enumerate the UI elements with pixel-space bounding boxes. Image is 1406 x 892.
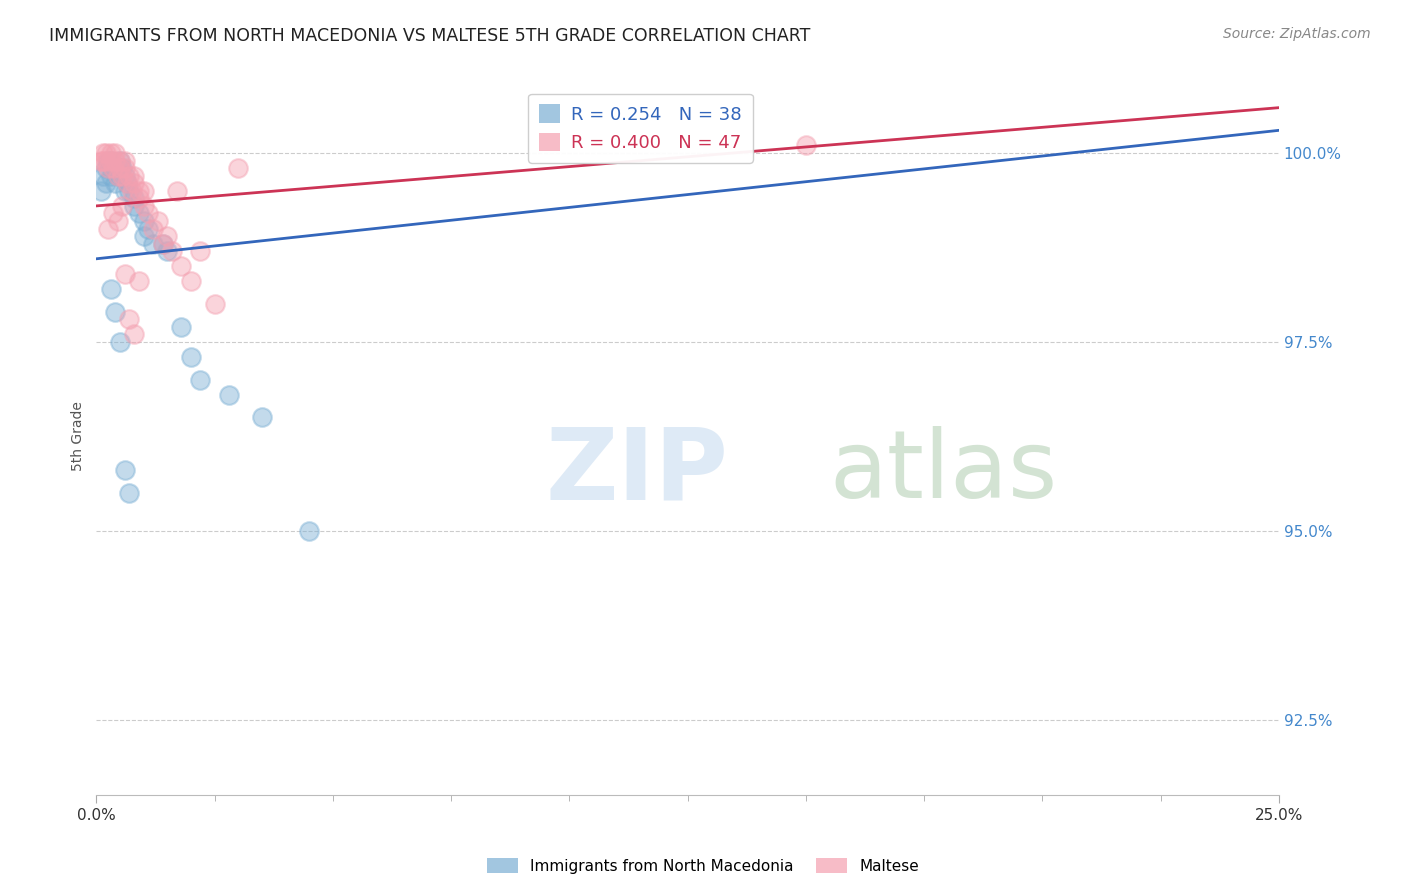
Point: [104, 161, 127, 175]
Point: [104, 176, 127, 190]
Point: [108, 161, 131, 175]
Point: [142, 221, 165, 235]
Point: [108, 161, 131, 175]
Point: [111, 161, 134, 175]
Point: [794, 138, 817, 153]
Point: [104, 146, 127, 161]
Point: [93, 153, 115, 168]
Point: [122, 169, 145, 183]
Point: [115, 176, 138, 190]
Point: [107, 169, 129, 183]
Point: [170, 260, 193, 274]
Point: [93, 169, 115, 183]
Point: [132, 184, 155, 198]
Point: [190, 373, 212, 387]
Point: [90, 184, 112, 198]
Point: [111, 199, 134, 213]
Point: [138, 221, 160, 235]
Point: [180, 350, 202, 364]
Point: [132, 229, 155, 244]
Point: [142, 236, 165, 251]
Point: [101, 206, 124, 220]
Point: [138, 206, 160, 220]
Point: [94, 161, 117, 175]
Point: [104, 304, 127, 318]
Point: [118, 312, 141, 326]
Point: [170, 319, 193, 334]
Point: [218, 388, 240, 402]
Point: [152, 236, 174, 251]
Point: [90, 153, 112, 168]
Point: [152, 236, 174, 251]
Text: ZIP: ZIP: [546, 424, 728, 521]
Point: [100, 153, 122, 168]
Point: [226, 161, 249, 175]
Point: [101, 161, 124, 175]
Point: [114, 169, 136, 183]
Point: [128, 206, 150, 220]
Point: [115, 176, 138, 190]
Point: [118, 486, 141, 500]
Point: [122, 199, 145, 213]
Point: [100, 153, 122, 168]
Point: [122, 327, 145, 342]
Point: [107, 169, 129, 183]
Point: [166, 184, 188, 198]
Point: [107, 214, 129, 228]
Point: [114, 267, 136, 281]
Point: [128, 191, 150, 205]
Point: [180, 275, 202, 289]
Point: [100, 282, 122, 296]
Point: [118, 169, 141, 183]
Text: atlas: atlas: [830, 426, 1057, 518]
Point: [114, 463, 136, 477]
Point: [118, 184, 141, 198]
Point: [128, 184, 150, 198]
Point: [114, 184, 136, 198]
Point: [122, 191, 145, 205]
Point: [104, 153, 127, 168]
Point: [108, 334, 131, 349]
Point: [108, 153, 131, 168]
Point: [146, 214, 169, 228]
Point: [100, 146, 122, 161]
Point: [132, 214, 155, 228]
Point: [114, 153, 136, 168]
Y-axis label: 5th Grade: 5th Grade: [72, 401, 86, 471]
Point: [132, 199, 155, 213]
Text: IMMIGRANTS FROM NORTH MACEDONIA VS MALTESE 5TH GRADE CORRELATION CHART: IMMIGRANTS FROM NORTH MACEDONIA VS MALTE…: [49, 27, 811, 45]
Point: [97, 221, 120, 235]
Point: [160, 244, 183, 259]
Point: [100, 169, 122, 183]
Point: [101, 161, 124, 175]
Legend: Immigrants from North Macedonia, Maltese: Immigrants from North Macedonia, Maltese: [481, 852, 925, 880]
Point: [190, 244, 212, 259]
Point: [122, 176, 145, 190]
Point: [97, 161, 120, 175]
Text: Source: ZipAtlas.com: Source: ZipAtlas.com: [1223, 27, 1371, 41]
Legend: R = 0.254   N = 38, R = 0.400   N = 47: R = 0.254 N = 38, R = 0.400 N = 47: [527, 94, 752, 163]
Point: [94, 176, 117, 190]
Point: [108, 153, 131, 168]
Point: [114, 161, 136, 175]
Point: [156, 244, 179, 259]
Point: [93, 146, 115, 161]
Point: [121, 184, 143, 198]
Point: [128, 275, 150, 289]
Point: [250, 410, 273, 425]
Point: [156, 229, 179, 244]
Point: [298, 524, 321, 538]
Point: [111, 169, 134, 183]
Point: [94, 146, 117, 161]
Point: [97, 153, 120, 168]
Point: [204, 297, 226, 311]
Point: [94, 153, 117, 168]
